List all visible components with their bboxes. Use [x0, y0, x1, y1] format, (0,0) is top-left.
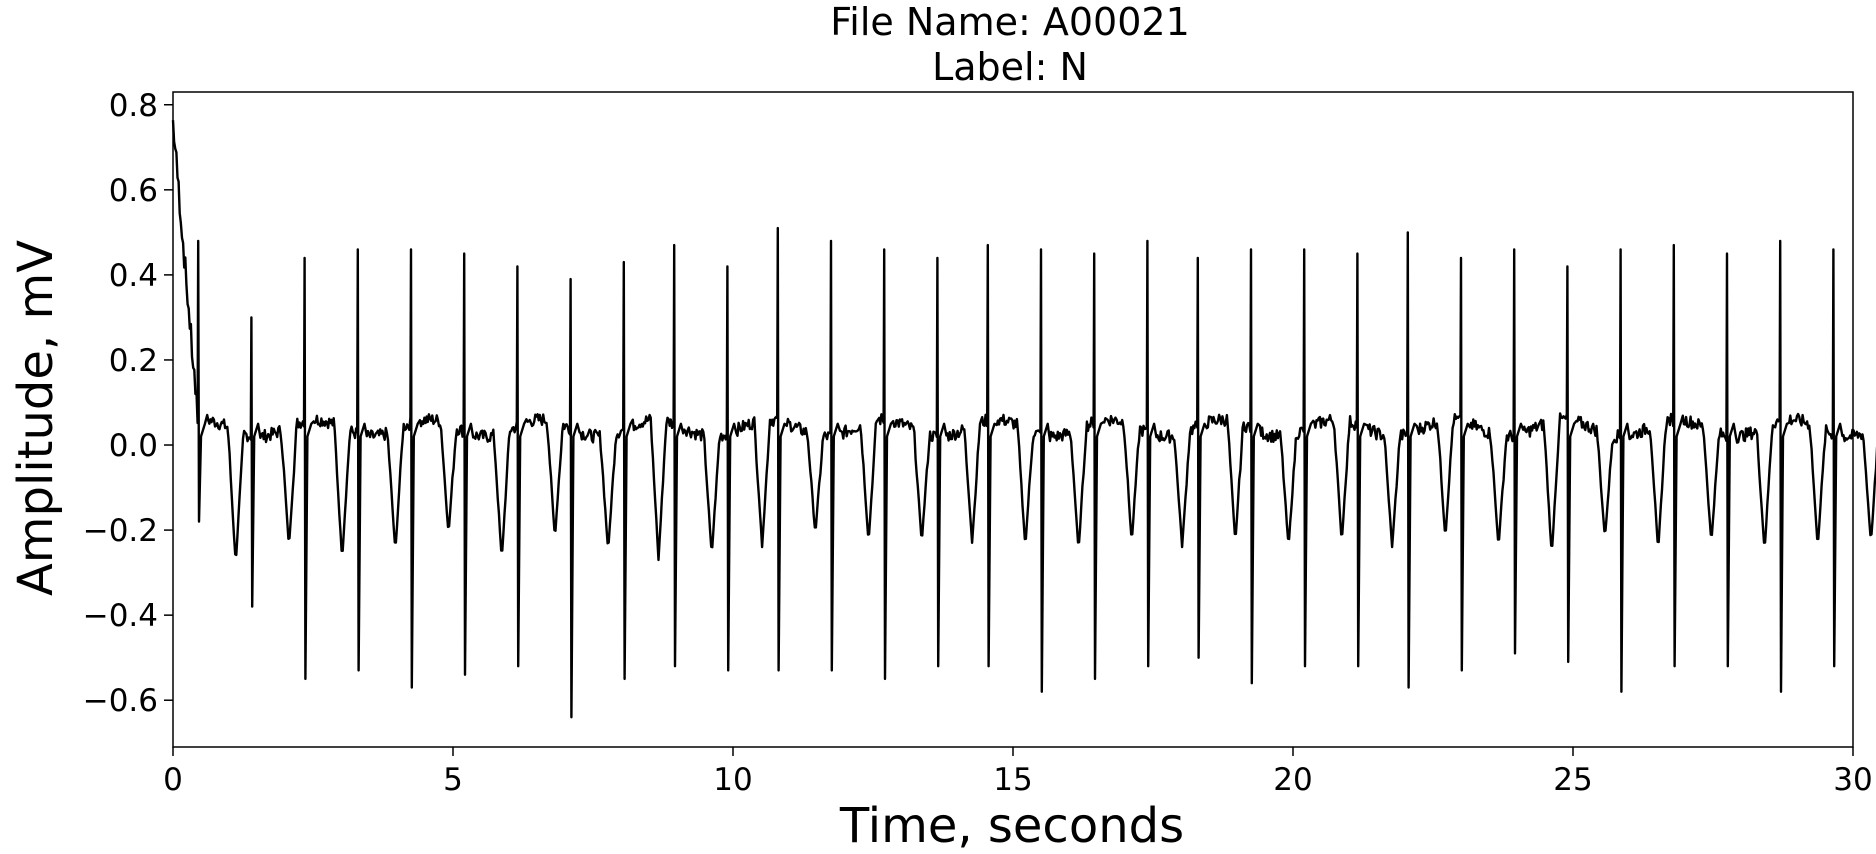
ecg-series-line — [171, 120, 1876, 719]
x-axis: 0 5 10 15 20 25 30 — [163, 747, 1873, 798]
y-tick-label: −0.2 — [83, 513, 158, 549]
y-tick-label: 0.0 — [109, 428, 158, 464]
y-tick-label: −0.4 — [83, 598, 158, 634]
x-axis-label: Time, seconds — [839, 798, 1184, 854]
y-tick-label: 0.2 — [109, 343, 158, 379]
chart-title-line1: File Name: A00021 — [830, 0, 1190, 44]
y-tick-label: 0.8 — [109, 88, 158, 124]
x-tick-label: 30 — [1833, 762, 1872, 798]
y-axis-label: Amplitude, mV — [8, 240, 64, 596]
x-tick-label: 25 — [1553, 762, 1592, 798]
y-axis: 0.8 0.6 0.4 0.2 0.0 −0.2 −0.4 −0.6 — [83, 88, 173, 719]
chart-title-line2: Label: N — [932, 45, 1088, 89]
x-tick-label: 15 — [993, 762, 1032, 798]
y-tick-label: 0.6 — [109, 173, 158, 209]
y-tick-label: 0.4 — [109, 258, 158, 294]
x-tick-label: 5 — [443, 762, 463, 798]
x-tick-label: 10 — [713, 762, 752, 798]
x-tick-label: 0 — [163, 762, 183, 798]
y-tick-label: −0.6 — [83, 683, 158, 719]
x-tick-label: 20 — [1273, 762, 1312, 798]
